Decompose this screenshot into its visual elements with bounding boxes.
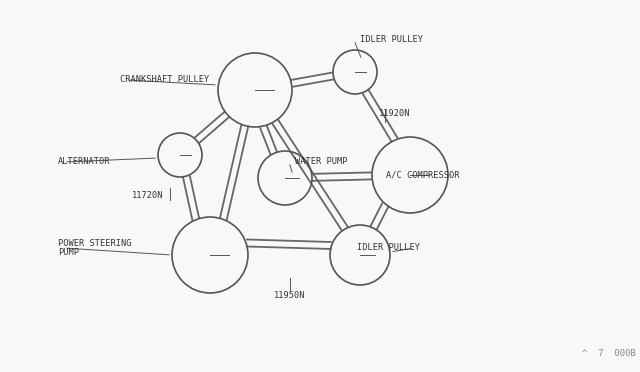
Text: 11720N: 11720N: [132, 191, 164, 200]
Text: A/C COMPRESSOR: A/C COMPRESSOR: [387, 170, 460, 180]
Text: POWER STEERING
PUMP: POWER STEERING PUMP: [58, 239, 131, 257]
Text: CRANKSHAFT PULLEY: CRANKSHAFT PULLEY: [120, 76, 209, 84]
Text: WATER PUMP: WATER PUMP: [295, 157, 348, 167]
Text: IDLER PULLEY: IDLER PULLEY: [357, 244, 420, 253]
Text: ALTERNATOR: ALTERNATOR: [58, 157, 111, 167]
Text: 11950N: 11950N: [275, 291, 306, 300]
Text: ^  7  000B: ^ 7 000B: [582, 350, 636, 359]
Text: IDLER PULLEY: IDLER PULLEY: [360, 35, 423, 45]
Text: 11920N: 11920N: [380, 109, 411, 118]
